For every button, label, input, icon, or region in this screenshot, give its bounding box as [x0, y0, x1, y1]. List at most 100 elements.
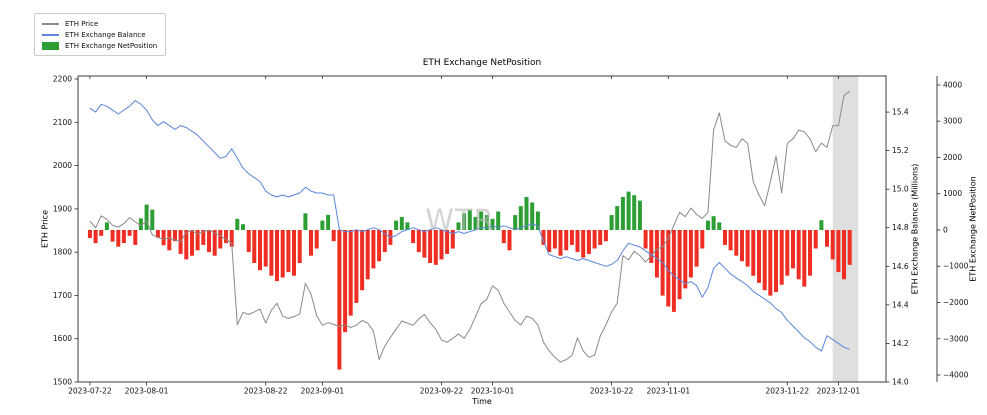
price-tick-label: 1800 — [53, 248, 72, 257]
netposition-bar — [569, 230, 574, 245]
netposition-bar — [711, 216, 716, 230]
netposition-bar — [706, 220, 710, 230]
price-tick-label: 2100 — [53, 118, 72, 127]
netposition-bar — [405, 222, 410, 230]
netposition-bar — [785, 230, 790, 276]
netposition-bar — [445, 230, 450, 254]
netposition-bar — [575, 230, 580, 253]
netposition-bar — [173, 230, 177, 242]
netposition-bar — [558, 230, 563, 256]
netposition-bar — [615, 206, 620, 230]
netposition-bar — [110, 230, 115, 242]
netposition-bar — [541, 230, 546, 245]
netposition-bar — [609, 215, 614, 230]
netposition-bar — [740, 230, 744, 262]
balance-axis: 14.0 14.2 14.4 14.6 14.8 15.0 15.2 15.4 — [886, 108, 909, 387]
price-tick-label: 1600 — [53, 334, 72, 343]
netposition-bar — [258, 230, 262, 271]
netposition-bar — [218, 230, 223, 249]
plot-frame — [77, 75, 887, 383]
netposition-bar — [337, 230, 342, 370]
netposition-bar — [626, 191, 631, 230]
netposition-bar — [717, 222, 722, 230]
netposition-tick-label: 3000 — [943, 117, 962, 126]
netposition-bars — [87, 191, 852, 370]
netposition-bar — [791, 230, 795, 269]
x-tick-label: 2023-09-22 — [420, 387, 464, 396]
netposition-bar — [779, 230, 784, 285]
netposition-bar — [138, 218, 143, 230]
x-tick-label: 2023-10-22 — [590, 387, 634, 396]
netposition-bar — [723, 230, 727, 245]
netposition-bar — [490, 218, 495, 230]
highlight-band — [832, 76, 859, 382]
netposition-bar — [195, 230, 200, 251]
netposition-bar — [632, 195, 637, 230]
netposition-bar — [399, 216, 404, 230]
eth-price-line — [89, 90, 851, 363]
price-axis: 1500 1600 1700 1800 1900 2000 2100 2200 — [53, 75, 78, 387]
netposition-bar — [768, 230, 773, 296]
netposition-bar — [757, 230, 761, 283]
netposition-bar — [303, 213, 308, 230]
netposition-bar — [496, 211, 501, 230]
balance-tick-label: 14.2 — [892, 339, 909, 348]
netposition-bar — [348, 230, 353, 316]
x-tick-label: 2023-12-01 — [817, 387, 861, 396]
netposition-bar — [416, 230, 421, 253]
balance-tick-label: 15.0 — [892, 185, 909, 194]
netposition-bar — [320, 220, 325, 230]
netposition-bar — [671, 230, 676, 312]
legend-label: ETH Price — [65, 19, 99, 28]
netposition-bar — [144, 204, 149, 230]
netposition-bar — [297, 230, 302, 263]
netposition-tick-label: −2000 — [943, 298, 969, 307]
balance-tick-label: 15.2 — [892, 146, 909, 155]
netposition-bar — [439, 230, 444, 260]
netposition-bar — [813, 230, 818, 249]
netposition-bar — [666, 230, 671, 307]
netposition-bar — [654, 230, 659, 278]
netposition-bar — [411, 230, 416, 244]
netposition-bar — [501, 230, 506, 244]
balance-tick-label: 14.8 — [892, 223, 909, 232]
x-tick-label: 2023-11-01 — [647, 387, 691, 396]
netposition-bar — [377, 230, 382, 262]
x-tick-label: 2023-11-22 — [766, 387, 810, 396]
netposition-bar — [683, 230, 688, 289]
balance-tick-label: 14.6 — [892, 262, 909, 271]
netposition-bar — [150, 209, 155, 230]
netposition-bar — [382, 230, 387, 253]
y-axis-label-balance: ETH Exchange Balance (Millions) — [910, 163, 920, 295]
x-tick-label: 2023-10-01 — [471, 387, 515, 396]
netposition-bar — [190, 230, 194, 256]
balance-tick-label: 14.4 — [892, 300, 909, 309]
netposition-bar — [564, 230, 569, 251]
netposition-bar — [326, 214, 331, 230]
netposition-bar — [552, 230, 557, 249]
netposition-bar — [825, 230, 829, 247]
netposition-bar — [603, 230, 608, 242]
netposition-bar — [802, 230, 807, 287]
netposition-bar — [167, 230, 172, 251]
netposition-tick-label: 4000 — [943, 81, 962, 90]
netposition-tick-label: 2000 — [943, 153, 962, 162]
netposition-bar — [700, 230, 705, 249]
netposition-bar — [133, 230, 138, 245]
netposition-bar — [433, 230, 438, 265]
netposition-bar — [456, 222, 461, 230]
balance-line-swatch-icon — [42, 33, 59, 36]
netposition-bar — [212, 230, 217, 256]
netposition-bar — [280, 230, 285, 278]
legend: ETH Price ETH Exchange Balance ETH Excha… — [34, 13, 167, 56]
price-tick-label: 1500 — [53, 378, 72, 387]
netposition-bar — [428, 230, 433, 263]
netposition-bar — [467, 209, 472, 230]
netposition-bar — [309, 230, 313, 256]
netposition-bar — [207, 230, 211, 253]
legend-item-exchange-balance: ETH Exchange Balance — [42, 29, 157, 40]
netposition-bar — [201, 230, 206, 245]
netposition-bar — [734, 230, 739, 256]
netposition-bar — [694, 230, 699, 267]
netposition-bar — [263, 230, 268, 267]
